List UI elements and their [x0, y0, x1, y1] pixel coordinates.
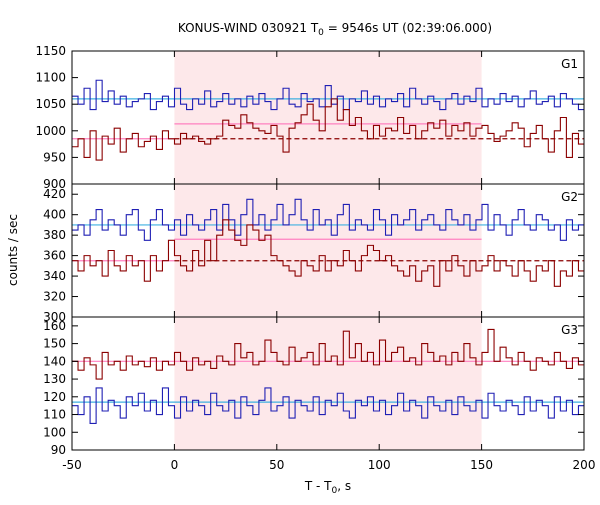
y-tick-label: 300 [43, 310, 66, 324]
x-tick-label: 50 [269, 458, 284, 472]
chart-title: KONUS-WIND 030921 T0 = 9546s UT (02:39:0… [178, 21, 492, 38]
y-tick-label: 100 [43, 425, 66, 439]
panel-g1: 900 950 1000 1050 1100 1150 G1 [35, 44, 585, 191]
plot-layer: 9009501000105011001150G13003203403603804… [35, 44, 595, 472]
y-axis-label: counts / sec [6, 214, 20, 286]
x-tick-label: 200 [573, 458, 596, 472]
x-tick-label: 150 [470, 458, 493, 472]
y-tick-label: 150 [43, 337, 66, 351]
y-tick-label: 130 [43, 372, 66, 386]
x-axis-label: T - T0, s [304, 479, 351, 496]
panel-label-g3: G3 [561, 323, 578, 337]
y-tick-label: 950 [43, 150, 66, 164]
y-tick-label: 900 [43, 177, 66, 191]
y-tick-label: 90 [51, 443, 66, 457]
y-tick-label: 340 [43, 269, 66, 283]
panel-label-g2: G2 [561, 190, 578, 204]
series-dark_red-g2 [72, 219, 584, 287]
y-tick-label: 140 [43, 354, 66, 368]
y-tick-label: 1000 [35, 124, 66, 138]
y-tick-label: 420 [43, 187, 66, 201]
y-tick-label: 110 [43, 408, 66, 422]
series-dark_red-g1 [72, 98, 584, 161]
y-tick-label: 120 [43, 390, 66, 404]
shaded-interval [174, 51, 482, 184]
y-tick-label: 400 [43, 208, 66, 222]
y-tick-label: 320 [43, 290, 66, 304]
shaded-interval [174, 317, 482, 450]
y-tick-label: 380 [43, 228, 66, 242]
series-dark_red-g3 [72, 328, 584, 380]
series-blue-g1 [72, 79, 584, 111]
panel-frame [71, 316, 585, 451]
x-tick-label: 100 [368, 458, 391, 472]
series-blue-g3 [72, 387, 584, 424]
y-tick-label: 1150 [35, 44, 66, 58]
y-tick-label: 1050 [35, 97, 66, 111]
series-blue-g2 [72, 198, 584, 241]
y-tick-label: 160 [43, 319, 66, 333]
panel-g3: 90 100 110 120 130 140 150 160 G3 [43, 316, 585, 457]
panel-g2: 300 320 340 360 380 400 420 G2 [43, 183, 585, 324]
y-tick-label: 1100 [35, 71, 66, 85]
x-tick-label: -50 [62, 458, 82, 472]
panel-label-g1: G1 [561, 57, 578, 71]
x-tick-label: 0 [171, 458, 179, 472]
shaded-interval [174, 184, 482, 317]
y-tick-label: 360 [43, 249, 66, 263]
